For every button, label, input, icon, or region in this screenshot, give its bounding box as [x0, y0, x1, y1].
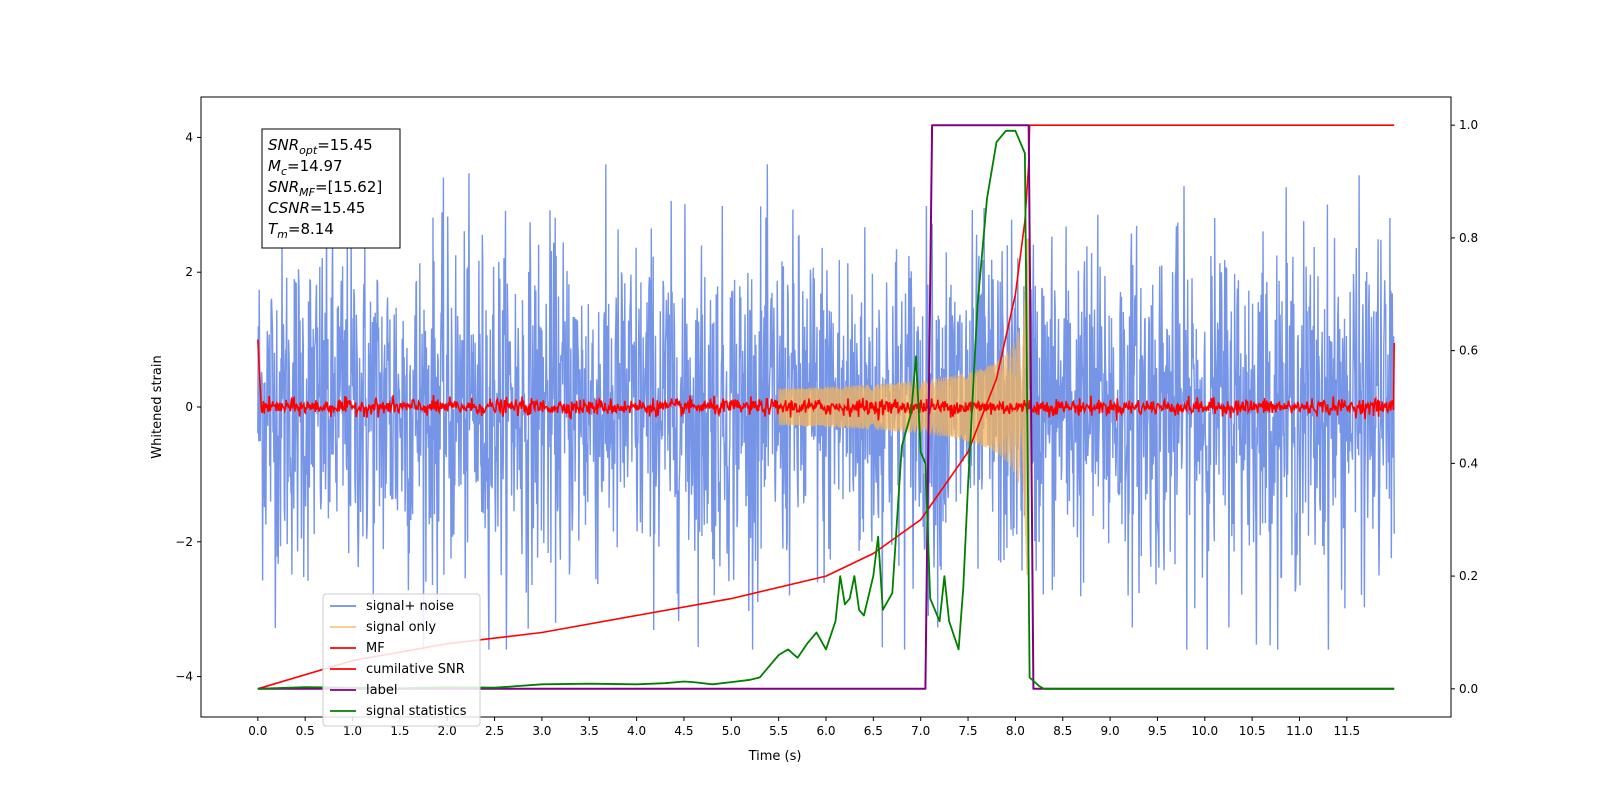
annotation-box: SNRopt=15.45Mc=14.97SNRMF=[15.62]CSNR=15…	[261, 128, 401, 249]
y-tick-label-left: 0	[185, 400, 193, 414]
legend-label: signal statistics	[366, 704, 467, 719]
legend-label: signal+ noise	[366, 599, 454, 614]
x-tick-label: 4.5	[674, 724, 693, 738]
x-tick-label: 3.5	[580, 724, 599, 738]
x-tick-label: 9.5	[1148, 724, 1167, 738]
annotation-frame	[261, 128, 401, 249]
legend-entries: signal+ noise signal only MF cumilative SNR…	[330, 599, 467, 719]
y-tick-label-left: 2	[185, 265, 193, 279]
x-tick-label: 3.0	[532, 724, 551, 738]
x-tick-label: 6.0	[816, 724, 835, 738]
x-tick-label: 1.0	[343, 724, 362, 738]
annotation-lines: SNRopt=15.45Mc=14.97SNRMF=[15.62]CSNR=15…	[268, 136, 382, 241]
series-mf	[257, 339, 1395, 421]
y-axis-label: Whitened strain	[150, 355, 165, 458]
x-tick-label: 10.5	[1239, 724, 1266, 738]
y-tick-label-left: −4	[175, 670, 193, 684]
legend-label: MF	[366, 641, 385, 656]
legend: signal+ noise signal only MF cumilative SNR…	[322, 593, 481, 727]
x-tick-label: 5.5	[769, 724, 788, 738]
x-tick-label: 8.0	[1006, 724, 1025, 738]
legend-label: cumilative SNR	[366, 662, 465, 677]
x-tick-label: 8.5	[1053, 724, 1072, 738]
annotation-line: SNRopt=15.45	[268, 136, 373, 157]
legend-label: signal only	[366, 620, 436, 635]
annotation-line: CSNR=15.45	[268, 199, 365, 217]
y-tick-label-right: 0.6	[1459, 344, 1478, 358]
x-tick-label: 4.0	[627, 724, 646, 738]
x-tick-label: 11.0	[1286, 724, 1313, 738]
x-tick-label: 7.0	[911, 724, 930, 738]
y-tick-label-left: 4	[185, 130, 193, 144]
series-signal-noise	[257, 164, 1395, 650]
annotation-line: Tm=8.14	[268, 220, 334, 241]
legend-frame	[322, 593, 481, 727]
series-signal-statistics	[257, 129, 1395, 690]
x-tick-label: 2.5	[485, 724, 504, 738]
x-tick-label: 6.5	[864, 724, 883, 738]
annotation-line: SNRMF=[15.62]	[268, 178, 382, 199]
y-tick-label-right: 0.8	[1459, 231, 1478, 245]
x-axis-label: Time (s)	[748, 749, 802, 764]
x-tick-label: 2.0	[438, 724, 457, 738]
y-tick-label-right: 0.2	[1459, 569, 1478, 583]
x-tick-label: 7.5	[958, 724, 977, 738]
x-tick-label: 9.0	[1101, 724, 1120, 738]
legend-label: label	[366, 683, 397, 698]
x-tick-label: 0.5	[296, 724, 315, 738]
x-tick-label: 10.0	[1191, 724, 1218, 738]
series-cumulative-snr	[257, 124, 1395, 690]
x-tick-label: 5.0	[722, 724, 741, 738]
x-tick-label: 1.5	[390, 724, 409, 738]
annotation-line: Mc=14.97	[268, 157, 343, 178]
y-tick-label-left: −2	[175, 535, 193, 549]
x-tick-label: 0.0	[248, 724, 267, 738]
x-tick-label: 11.5	[1333, 724, 1360, 738]
y-tick-label-right: 1.0	[1459, 118, 1478, 132]
ticks-layer: 0.0 0.5 1.0 1.5 2.0 2.5 3.0 3.5 4.0 4.5 5.0 5.5 6.0 6…	[175, 118, 1478, 738]
series-layer	[257, 124, 1395, 690]
y-tick-label-right: 0.4	[1459, 456, 1478, 470]
y-tick-label-right: 0.0	[1459, 682, 1478, 696]
